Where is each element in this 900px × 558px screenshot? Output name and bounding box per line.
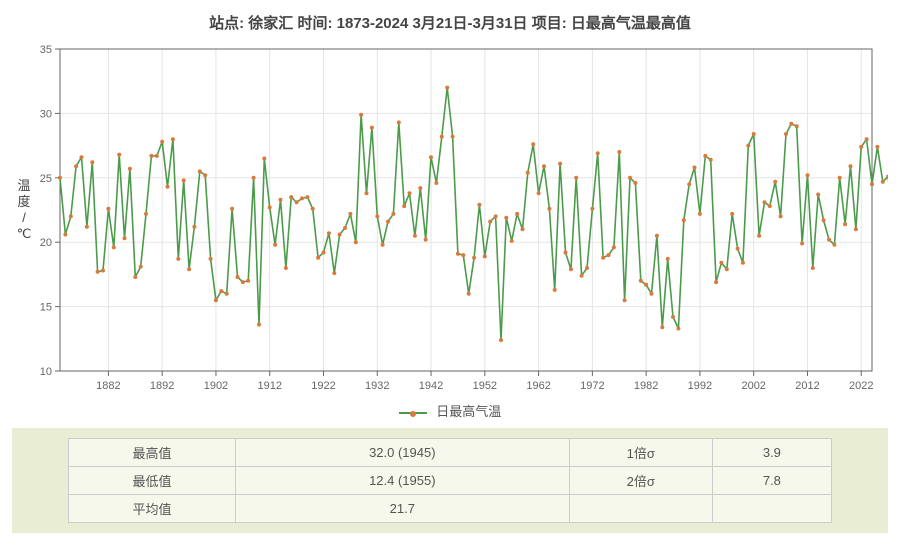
svg-text:/: / bbox=[22, 210, 26, 225]
table-cell: 32.0 (1945) bbox=[235, 439, 569, 467]
svg-text:1892: 1892 bbox=[150, 380, 174, 392]
svg-text:10: 10 bbox=[40, 366, 52, 378]
table-row: 最低值12.4 (1955)2倍σ7.8 bbox=[69, 467, 832, 495]
temperature-line-chart: 10 15 20 25 30 35 1882 1892 1902 1912 1922 1932 1942… bbox=[12, 39, 888, 399]
svg-text:20: 20 bbox=[40, 237, 52, 249]
svg-text:30: 30 bbox=[40, 108, 52, 120]
table-cell: 21.7 bbox=[235, 495, 569, 523]
svg-text:1912: 1912 bbox=[257, 380, 281, 392]
svg-text:1942: 1942 bbox=[419, 380, 443, 392]
table-row: 平均值21.7 bbox=[69, 495, 832, 523]
table-cell: 最低值 bbox=[69, 467, 236, 495]
chart-legend: 日最高气温 bbox=[12, 401, 888, 420]
svg-text:℃: ℃ bbox=[17, 226, 32, 241]
table-cell: 平均值 bbox=[69, 495, 236, 523]
table-cell: 最高值 bbox=[69, 439, 236, 467]
svg-text:1902: 1902 bbox=[204, 380, 228, 392]
stats-panel: 最高值32.0 (1945)1倍σ3.9最低值12.4 (1955)2倍σ7.8… bbox=[12, 428, 888, 533]
svg-text:1962: 1962 bbox=[526, 380, 550, 392]
svg-text:1922: 1922 bbox=[311, 380, 335, 392]
svg-text:1882: 1882 bbox=[96, 380, 120, 392]
svg-text:度: 度 bbox=[17, 194, 30, 209]
svg-text:1932: 1932 bbox=[365, 380, 389, 392]
svg-text:35: 35 bbox=[40, 44, 52, 56]
table-cell: 2倍σ bbox=[569, 467, 712, 495]
chart-title: 站点: 徐家汇 时间: 1873-2024 3月21日-3月31日 项目: 日最… bbox=[12, 12, 888, 33]
table-cell: 1倍σ bbox=[569, 439, 712, 467]
svg-text:2022: 2022 bbox=[849, 380, 873, 392]
svg-text:1952: 1952 bbox=[473, 380, 497, 392]
table-cell: 7.8 bbox=[712, 467, 831, 495]
legend-label: 日最高气温 bbox=[436, 404, 501, 419]
stats-table: 最高值32.0 (1945)1倍σ3.9最低值12.4 (1955)2倍σ7.8… bbox=[68, 438, 832, 523]
table-row: 最高值32.0 (1945)1倍σ3.9 bbox=[69, 439, 832, 467]
chart-container: 10 15 20 25 30 35 1882 1892 1902 1912 1922 1932 1942… bbox=[12, 39, 888, 399]
svg-text:15: 15 bbox=[40, 302, 52, 314]
table-cell: 12.4 (1955) bbox=[235, 467, 569, 495]
svg-text:温: 温 bbox=[17, 178, 30, 193]
table-cell: 3.9 bbox=[712, 439, 831, 467]
svg-text:25: 25 bbox=[40, 173, 52, 185]
legend-swatch bbox=[399, 412, 427, 414]
table-cell bbox=[569, 495, 712, 523]
svg-text:1992: 1992 bbox=[688, 380, 712, 392]
table-cell bbox=[712, 495, 831, 523]
svg-text:1972: 1972 bbox=[580, 380, 604, 392]
svg-text:2002: 2002 bbox=[741, 380, 765, 392]
svg-text:1982: 1982 bbox=[634, 380, 658, 392]
svg-text:2012: 2012 bbox=[795, 380, 819, 392]
